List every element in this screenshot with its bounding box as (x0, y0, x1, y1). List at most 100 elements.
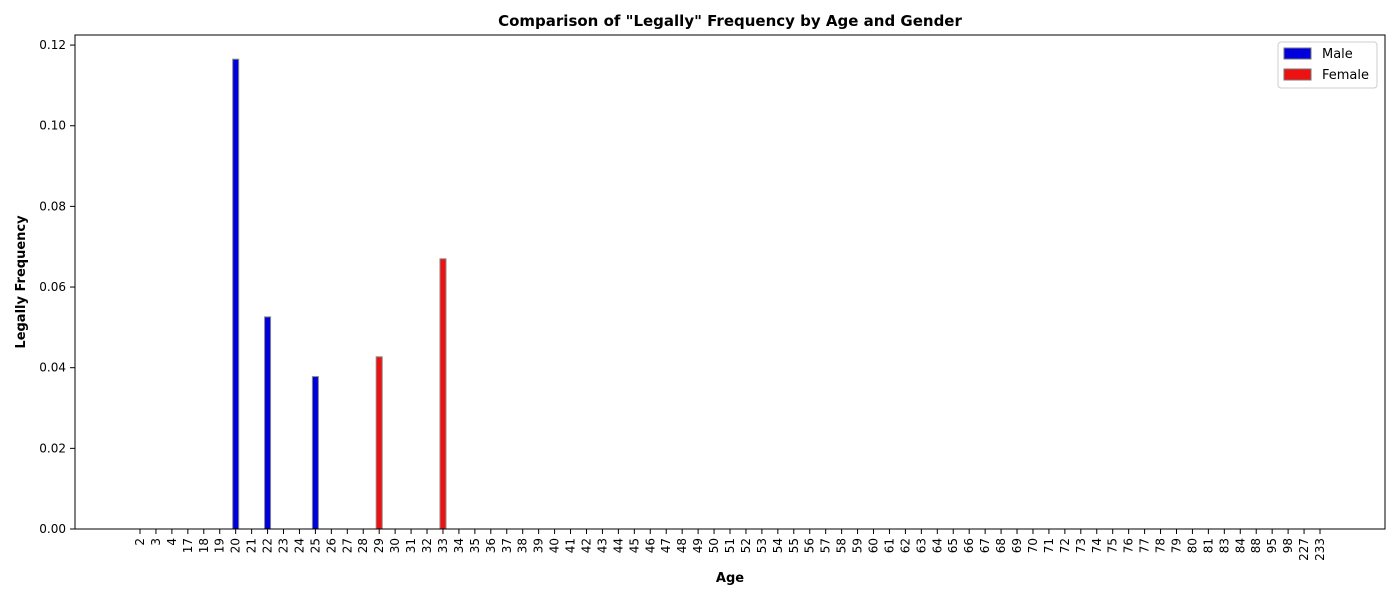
y-tick-label: 0.12 (39, 38, 66, 52)
x-tick-label: 68 (994, 538, 1008, 553)
legend-swatch-female (1283, 68, 1312, 81)
x-tick-label: 24 (292, 538, 306, 553)
x-tick-label: 81 (1201, 538, 1215, 553)
x-tick-label: 88 (1249, 538, 1263, 553)
x-tick-label: 45 (627, 538, 641, 553)
x-tick-label: 23 (277, 538, 291, 553)
x-tick-label: 49 (691, 538, 705, 553)
x-tick-label: 79 (1169, 538, 1183, 553)
x-tick-label: 69 (1010, 538, 1024, 553)
x-axis-label: Age (716, 571, 744, 586)
x-tick-label: 72 (1058, 538, 1072, 553)
x-tick-label: 20 (229, 538, 243, 553)
x-tick-label: 61 (882, 538, 896, 553)
x-tick-label: 75 (1106, 538, 1120, 553)
x-tick-label: 18 (197, 538, 211, 553)
x-tick-label: 51 (723, 538, 737, 553)
x-tick-label: 84 (1233, 538, 1247, 553)
x-tick-label: 34 (452, 538, 466, 553)
x-tick-label: 63 (914, 538, 928, 553)
x-tick-label: 3 (149, 538, 163, 546)
x-tick-label: 42 (579, 538, 593, 553)
y-tick-label: 0.08 (39, 199, 66, 213)
x-tick-label: 48 (675, 538, 689, 553)
x-tick-label: 55 (787, 538, 801, 553)
x-tick-label: 47 (659, 538, 673, 553)
x-tick-label: 39 (532, 538, 546, 553)
x-tick-label: 60 (867, 538, 881, 553)
x-tick-label: 67 (978, 538, 992, 553)
x-tick-label: 41 (564, 538, 578, 553)
x-tick-label: 62 (898, 538, 912, 553)
x-tick-label: 33 (436, 538, 450, 553)
x-tick-label: 80 (1185, 538, 1199, 553)
bar-male-age-20 (232, 58, 240, 530)
x-tick-label: 2 (133, 538, 147, 546)
y-axis-label: Legally Frequency (14, 215, 29, 349)
x-tick-label: 44 (611, 538, 625, 553)
x-tick-label: 77 (1138, 538, 1152, 553)
x-tick-label: 28 (356, 538, 370, 553)
x-tick-label: 32 (420, 538, 434, 553)
x-tick-label: 70 (1026, 538, 1040, 553)
x-tick-label: 26 (324, 538, 338, 553)
x-tick-label: 50 (707, 538, 721, 553)
y-tick-label: 0.06 (39, 280, 66, 294)
x-tick-label: 95 (1265, 538, 1279, 553)
bar-female-age-29 (375, 356, 383, 530)
y-tick-label: 0.04 (39, 361, 66, 375)
x-tick-label: 43 (595, 538, 609, 553)
plot-frame (74, 34, 1386, 530)
legend-swatch-male (1283, 47, 1312, 60)
legend: Male Female (1277, 41, 1378, 89)
x-tick-label: 83 (1217, 538, 1231, 553)
x-tick-label: 4 (165, 538, 179, 546)
x-tick-label: 74 (1090, 538, 1104, 553)
x-tick-label: 65 (946, 538, 960, 553)
legend-label-female: Female (1322, 68, 1369, 83)
y-tick-label: 0.00 (39, 522, 66, 536)
x-tick-label: 59 (851, 538, 865, 553)
bar-male-age-22 (264, 316, 272, 530)
x-tick-label: 73 (1074, 538, 1088, 553)
x-tick-label: 71 (1042, 538, 1056, 553)
x-tick-label: 19 (213, 538, 227, 553)
x-tick-label: 36 (484, 538, 498, 553)
x-tick-label: 64 (930, 538, 944, 553)
x-tick-label: 46 (643, 538, 657, 553)
y-tick-label: 0.10 (39, 119, 66, 133)
x-tick-label: 29 (372, 538, 386, 553)
x-tick-label: 53 (755, 538, 769, 553)
x-tick-label: 233 (1313, 538, 1327, 561)
x-tick-label: 17 (181, 538, 195, 553)
y-tick-label: 0.02 (39, 441, 66, 455)
x-axis: 2 3 4 17 18 19 20 21 22 23 24 25 26 27 28 29 30 31 32 33 34 3… (133, 529, 1327, 561)
x-tick-label: 56 (803, 538, 817, 553)
bar-female-age-33 (439, 258, 447, 530)
x-tick-label: 30 (388, 538, 402, 553)
x-tick-label: 31 (404, 538, 418, 553)
x-tick-label: 35 (468, 538, 482, 553)
x-tick-label: 37 (500, 538, 514, 553)
x-tick-label: 58 (835, 538, 849, 553)
x-tick-label: 27 (340, 538, 354, 553)
x-tick-label: 76 (1122, 538, 1136, 553)
x-tick-label: 22 (261, 538, 275, 553)
legend-label-male: Male (1322, 47, 1353, 62)
y-axis: 0.00 0.02 0.04 0.06 0.08 0.10 0.12 (39, 38, 75, 536)
x-tick-label: 40 (548, 538, 562, 553)
x-tick-label: 52 (739, 538, 753, 553)
bar-male-age-25 (311, 376, 319, 530)
x-tick-label: 227 (1297, 538, 1311, 561)
x-tick-label: 57 (819, 538, 833, 553)
chart-title: Comparison of "Legally" Frequency by Age… (498, 12, 962, 30)
bars-group (232, 58, 447, 530)
x-tick-label: 98 (1281, 538, 1295, 553)
x-tick-label: 54 (771, 538, 785, 553)
x-tick-label: 21 (245, 538, 259, 553)
x-tick-label: 66 (962, 538, 976, 553)
x-tick-label: 38 (516, 538, 530, 553)
x-tick-label: 78 (1154, 538, 1168, 553)
x-tick-label: 25 (308, 538, 322, 553)
